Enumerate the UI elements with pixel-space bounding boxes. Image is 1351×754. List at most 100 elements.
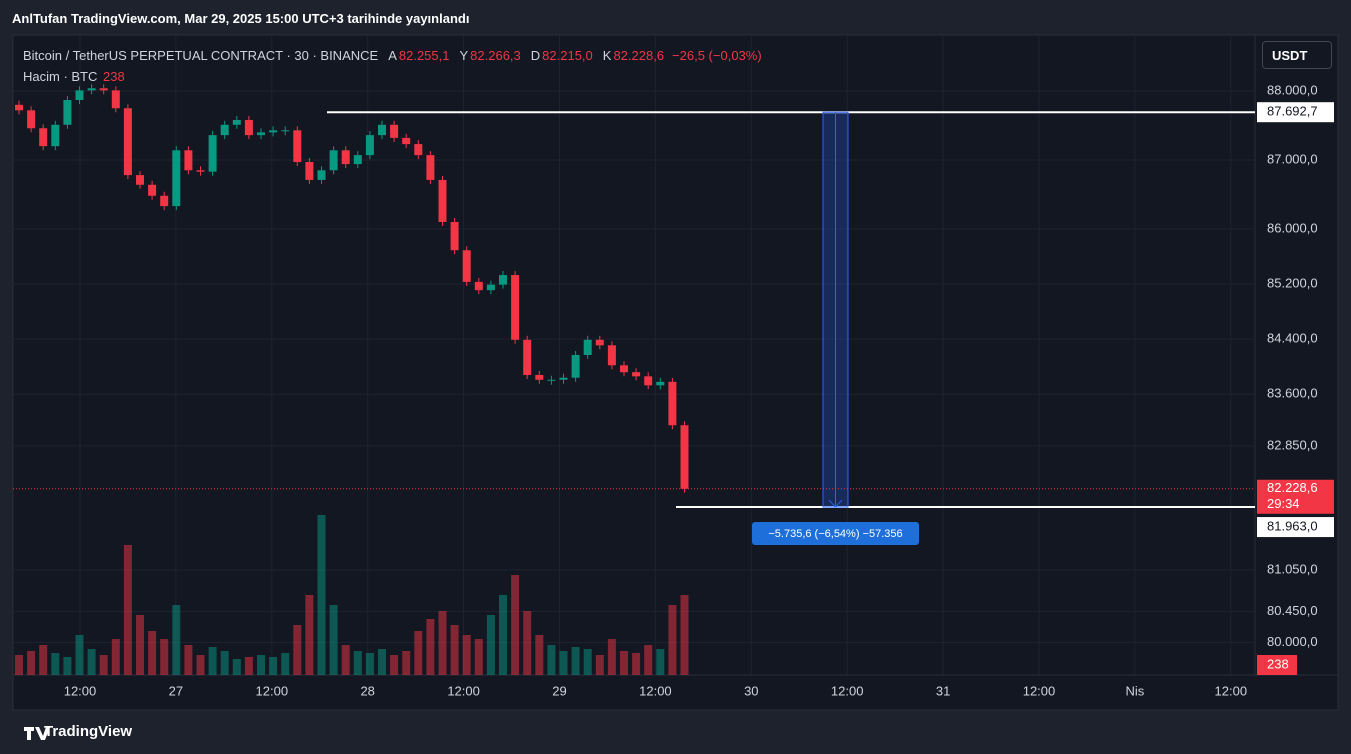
- candle: [281, 130, 290, 132]
- volume-bar: [559, 651, 568, 675]
- candle: [499, 275, 507, 285]
- candle: [668, 381, 677, 426]
- x-tick-label: 12:00: [256, 683, 289, 698]
- x-tick-label: 31: [936, 683, 950, 698]
- volume-bar: [123, 545, 132, 675]
- candle: [39, 128, 48, 147]
- candle: [269, 130, 278, 133]
- candle: [123, 108, 132, 176]
- volume-bar: [632, 653, 641, 675]
- volume-label: Hacim · BTC: [23, 69, 98, 84]
- brand: TradingView: [44, 723, 133, 740]
- volume-bar: [329, 605, 338, 675]
- volume-tag: [1257, 655, 1297, 675]
- x-tick-label: Nis: [1126, 683, 1145, 698]
- volume-bar: [365, 653, 374, 675]
- candle: [208, 135, 217, 172]
- candle: [329, 150, 338, 171]
- level-tag: [1257, 102, 1334, 123]
- volume-bar: [269, 657, 278, 675]
- volume-bar: [208, 647, 217, 675]
- x-tick-label: 12:00: [1023, 683, 1056, 698]
- candle: [232, 119, 241, 125]
- volume-tag-label: 238: [1267, 656, 1289, 671]
- legend-row: Hacim · BTC 238: [23, 66, 764, 87]
- volume-bar: [99, 655, 108, 675]
- legend-row: Bitcoin / TetherUS PERPETUAL CONTRACT · …: [23, 45, 764, 66]
- grid: 88.000,0 87.000,0 86.000,0 85.200,0 84.400,0…: [13, 35, 1318, 698]
- candle: [15, 104, 23, 111]
- x-tick-label: 28: [360, 683, 374, 698]
- volume-bar: [184, 645, 193, 675]
- candle: [547, 379, 556, 381]
- measure-label: −5.735,6 (−6,54%) −57.356: [768, 528, 902, 540]
- header: AnlTufan TradingView.com, Mar 29, 2025 1…: [12, 11, 470, 26]
- volume-bar: [402, 651, 411, 675]
- logo-icon: [24, 727, 50, 740]
- volume-bar: [293, 625, 302, 675]
- candle: [87, 88, 96, 91]
- candle: [426, 155, 435, 180]
- y-tick-label: 80.450,0: [1267, 603, 1318, 618]
- volume-bar: [595, 655, 604, 675]
- level-label: 81.963,0: [1267, 518, 1318, 533]
- volume-bar: [378, 649, 386, 675]
- volume-bar: [136, 615, 144, 675]
- candle: [486, 284, 495, 291]
- y-tick-label: 83.600,0: [1267, 386, 1318, 401]
- volume-bar: [257, 655, 265, 675]
- candle: [172, 150, 181, 207]
- volume-bar: [583, 649, 592, 675]
- y-tick-label: 84.400,0: [1267, 331, 1318, 346]
- candle: [365, 135, 374, 156]
- y-tick-label: 80.000,0: [1267, 634, 1318, 649]
- symbol: Bitcoin / TetherUS PERPETUAL CONTRACT · …: [23, 48, 379, 63]
- volume-bar: [353, 651, 362, 675]
- candle: [644, 376, 653, 386]
- ohlc-key: A: [388, 48, 397, 63]
- candle: [196, 170, 205, 172]
- candle: [63, 99, 72, 125]
- x-tick-label: 27: [169, 683, 183, 698]
- volume-bar: [680, 595, 689, 675]
- volume-bar: [523, 611, 532, 675]
- volume-bar: [15, 655, 23, 675]
- candle: [656, 381, 665, 386]
- volume-bar: [620, 651, 628, 675]
- volume-bar: [232, 659, 241, 675]
- candle: [535, 374, 544, 380]
- volume-bar: [607, 639, 616, 675]
- volume-value: 238: [103, 69, 125, 84]
- ohlc-key: Y: [459, 48, 469, 63]
- ohlc-key: D: [530, 48, 541, 63]
- x-tick-label: 12:00: [447, 683, 480, 698]
- candle: [620, 365, 628, 373]
- currency-button[interactable]: USDT: [1262, 41, 1332, 69]
- ohlc-key: K: [602, 48, 612, 63]
- volume-bar: [317, 515, 326, 675]
- volume-bar: [281, 653, 290, 675]
- candle: [583, 339, 592, 355]
- candle: [523, 339, 532, 375]
- candle: [160, 195, 169, 207]
- ohlc-value: 82.266,3: [470, 48, 521, 63]
- ohlc-value: 82.255,1: [398, 48, 450, 63]
- candle: [257, 132, 265, 136]
- volume-bar: [499, 595, 507, 675]
- candle: [474, 281, 483, 291]
- candle: [511, 275, 520, 340]
- candle: [293, 130, 302, 163]
- candle: [559, 377, 568, 380]
- legend: Bitcoin / TetherUS PERPETUAL CONTRACT · …: [23, 45, 764, 87]
- volume-bar: [27, 651, 36, 675]
- volume-bar: [450, 625, 459, 675]
- measure-arrowhead: [828, 499, 843, 508]
- candle: [51, 124, 60, 147]
- candle: [680, 425, 689, 489]
- candle: [305, 162, 314, 180]
- candle: [462, 250, 471, 282]
- volume-bar: [160, 639, 169, 675]
- volume-bar: [220, 651, 229, 675]
- volume-bar: [390, 655, 399, 675]
